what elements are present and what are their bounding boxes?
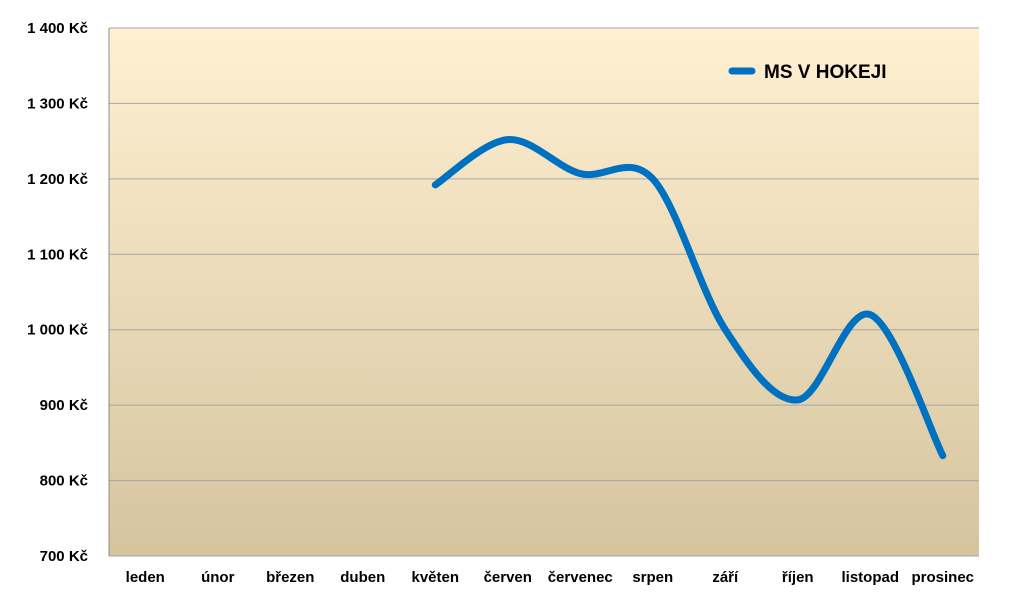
gridlines [109,27,979,557]
x-axis: leden únor březen duben květen červen červenec… [126,569,974,586]
y-tick-label: 800 Kč [40,473,88,490]
plot-area [109,28,979,556]
x-tick-label: leden [126,569,165,586]
x-tick-label: duben [340,569,385,586]
legend-label: MS V HOKEJI [764,62,886,83]
series-line [431,136,947,460]
y-tick-label: 700 Kč [40,548,88,565]
x-tick-label: červenec [548,569,613,586]
x-tick-label: srpen [632,569,673,586]
y-axis: 700 Kč 800 Kč 900 Kč 1 000 Kč 1 100 Kč 1 200 … [27,20,110,565]
x-tick-label: květen [411,569,459,586]
x-tick-label: prosinec [911,569,974,586]
series-layer [431,136,947,460]
x-tick-label: listopad [841,569,899,586]
legend: MS V HOKEJI [728,62,886,83]
x-tick-label: září [712,569,739,586]
y-tick-label: 1 300 Kč [27,95,88,112]
x-tick-label: říjen [782,569,814,586]
x-tick-label: únor [201,569,234,586]
y-tick-label: 1 400 Kč [27,20,88,37]
y-tick-label: 1 100 Kč [27,246,88,263]
y-tick-label: 1 200 Kč [27,171,88,188]
x-tick-label: červen [484,569,532,586]
x-tick-label: březen [266,569,314,586]
y-tick-label: 900 Kč [40,397,88,414]
y-tick-label: 1 000 Kč [27,322,88,339]
